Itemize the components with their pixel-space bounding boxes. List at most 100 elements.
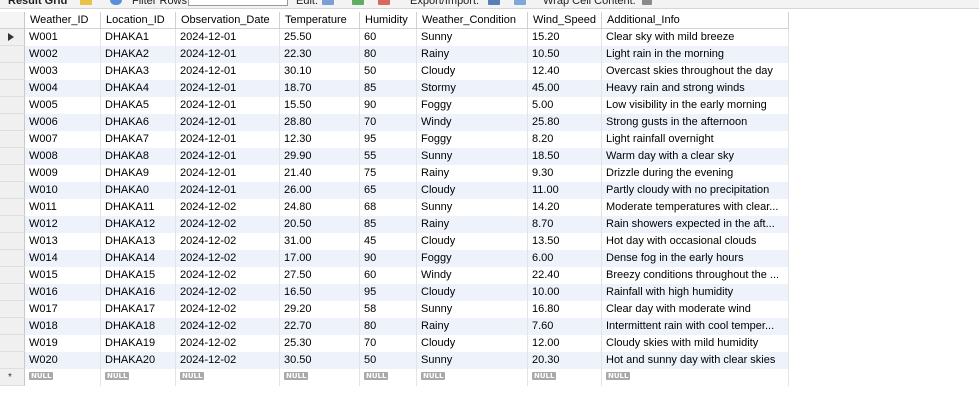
cell-humidity[interactable]: 70 (360, 335, 417, 352)
cell-weather-condition[interactable]: Cloudy (417, 233, 528, 250)
cell-additional-info[interactable]: Clear day with moderate wind (602, 301, 789, 318)
cell-wind-speed[interactable]: 18.50 (528, 148, 602, 165)
cell-observation-date[interactable]: 2024-12-02 (176, 267, 280, 284)
cell-weather-condition[interactable]: Sunny (417, 352, 528, 369)
cell-additional-info[interactable]: Breezy conditions throughout the ... (602, 267, 789, 284)
row-gutter[interactable] (0, 131, 25, 148)
edit-cell-icon[interactable] (322, 0, 334, 5)
cell-wind-speed[interactable]: 10.50 (528, 46, 602, 63)
row-gutter[interactable] (0, 267, 25, 284)
cell-location-id[interactable]: DHAKA19 (101, 335, 176, 352)
cell-weather-condition[interactable]: Rainy (417, 165, 528, 182)
cell-observation-date[interactable]: 2024-12-01 (176, 29, 280, 46)
cell-observation-date[interactable]: 2024-12-01 (176, 97, 280, 114)
cell-wind-speed[interactable]: 6.00 (528, 250, 602, 267)
cell-location-id[interactable]: DHAKA14 (101, 250, 176, 267)
cell-wind-speed[interactable]: 8.70 (528, 216, 602, 233)
new-row-gutter[interactable]: * (0, 369, 25, 386)
cell-weather-condition[interactable]: Foggy (417, 250, 528, 267)
cell-temperature[interactable]: 25.30 (280, 335, 360, 352)
cell-location-id[interactable]: DHAKA6 (101, 114, 176, 131)
cell-humidity[interactable]: 90 (360, 250, 417, 267)
cell-temperature[interactable]: 15.50 (280, 97, 360, 114)
cell-location-id[interactable]: DHAKA7 (101, 131, 176, 148)
cell-weather-id[interactable]: W005 (25, 97, 101, 114)
cell-wind-speed[interactable]: 25.80 (528, 114, 602, 131)
cell-location-id[interactable]: DHAKA17 (101, 301, 176, 318)
row-gutter[interactable] (0, 352, 25, 369)
cell-humidity[interactable]: 55 (360, 148, 417, 165)
cell-location-id[interactable]: DHAKA15 (101, 267, 176, 284)
row-gutter[interactable] (0, 318, 25, 335)
cell-additional-info[interactable]: Drizzle during the evening (602, 165, 789, 182)
cell-location-id[interactable]: DHAKA1 (101, 29, 176, 46)
new-cell-location-id[interactable]: NULL (101, 369, 176, 386)
cell-observation-date[interactable]: 2024-12-01 (176, 165, 280, 182)
cell-additional-info[interactable]: Warm day with a clear sky (602, 148, 789, 165)
cell-temperature[interactable]: 21.40 (280, 165, 360, 182)
cell-temperature[interactable]: 22.30 (280, 46, 360, 63)
cell-additional-info[interactable]: Moderate temperatures with clear... (602, 199, 789, 216)
cell-temperature[interactable]: 31.00 (280, 233, 360, 250)
cell-wind-speed[interactable]: 10.00 (528, 284, 602, 301)
new-cell-weather-id[interactable]: NULL (25, 369, 101, 386)
cell-weather-condition[interactable]: Sunny (417, 148, 528, 165)
cell-humidity[interactable]: 60 (360, 267, 417, 284)
cell-additional-info[interactable]: Light rain in the morning (602, 46, 789, 63)
cell-observation-date[interactable]: 2024-12-02 (176, 352, 280, 369)
import-icon[interactable] (514, 0, 526, 5)
cell-wind-speed[interactable]: 9.30 (528, 165, 602, 182)
cell-humidity[interactable]: 90 (360, 97, 417, 114)
cell-observation-date[interactable]: 2024-12-01 (176, 182, 280, 199)
row-gutter[interactable] (0, 148, 25, 165)
cell-location-id[interactable]: DHAKA13 (101, 233, 176, 250)
column-header-weather-condition[interactable]: Weather_Condition (417, 12, 528, 29)
filter-rows-input[interactable] (188, 0, 288, 6)
cell-weather-id[interactable]: W015 (25, 267, 101, 284)
cell-additional-info[interactable]: Hot and sunny day with clear skies (602, 352, 789, 369)
cell-weather-id[interactable]: W002 (25, 46, 101, 63)
cell-location-id[interactable]: DHAKA8 (101, 148, 176, 165)
cell-additional-info[interactable]: Hot day with occasional clouds (602, 233, 789, 250)
column-header-wind-speed[interactable]: Wind_Speed (528, 12, 602, 29)
cell-temperature[interactable]: 12.30 (280, 131, 360, 148)
cell-additional-info[interactable]: Rainfall with high humidity (602, 284, 789, 301)
cell-observation-date[interactable]: 2024-12-02 (176, 318, 280, 335)
cell-weather-id[interactable]: W019 (25, 335, 101, 352)
cell-observation-date[interactable]: 2024-12-02 (176, 199, 280, 216)
cell-weather-id[interactable]: W004 (25, 80, 101, 97)
cell-weather-id[interactable]: W011 (25, 199, 101, 216)
cell-observation-date[interactable]: 2024-12-01 (176, 80, 280, 97)
cell-weather-id[interactable]: W010 (25, 182, 101, 199)
cell-temperature[interactable]: 28.80 (280, 114, 360, 131)
row-gutter[interactable] (0, 233, 25, 250)
cell-weather-condition[interactable]: Foggy (417, 131, 528, 148)
cell-location-id[interactable]: DHAKA18 (101, 318, 176, 335)
cell-weather-id[interactable]: W008 (25, 148, 101, 165)
cell-additional-info[interactable]: Intermittent rain with cool temper... (602, 318, 789, 335)
cell-weather-id[interactable]: W006 (25, 114, 101, 131)
add-row-icon[interactable] (352, 0, 364, 5)
new-cell-observation-date[interactable]: NULL (176, 369, 280, 386)
cell-weather-condition[interactable]: Cloudy (417, 284, 528, 301)
cell-additional-info[interactable]: Clear sky with mild breeze (602, 29, 789, 46)
cell-weather-condition[interactable]: Foggy (417, 97, 528, 114)
cell-temperature[interactable]: 29.20 (280, 301, 360, 318)
cell-observation-date[interactable]: 2024-12-01 (176, 46, 280, 63)
cell-temperature[interactable]: 30.10 (280, 63, 360, 80)
cell-humidity[interactable]: 45 (360, 233, 417, 250)
cell-wind-speed[interactable]: 13.50 (528, 233, 602, 250)
row-gutter[interactable] (0, 199, 25, 216)
cell-temperature[interactable]: 20.50 (280, 216, 360, 233)
cell-observation-date[interactable]: 2024-12-02 (176, 233, 280, 250)
cell-humidity[interactable]: 95 (360, 284, 417, 301)
cell-weather-id[interactable]: W014 (25, 250, 101, 267)
cell-humidity[interactable]: 70 (360, 114, 417, 131)
cell-wind-speed[interactable]: 22.40 (528, 267, 602, 284)
cell-weather-condition[interactable]: Sunny (417, 199, 528, 216)
new-cell-weather-condition[interactable]: NULL (417, 369, 528, 386)
cell-weather-id[interactable]: W007 (25, 131, 101, 148)
cell-observation-date[interactable]: 2024-12-01 (176, 131, 280, 148)
row-gutter[interactable] (0, 165, 25, 182)
cell-temperature[interactable]: 29.90 (280, 148, 360, 165)
